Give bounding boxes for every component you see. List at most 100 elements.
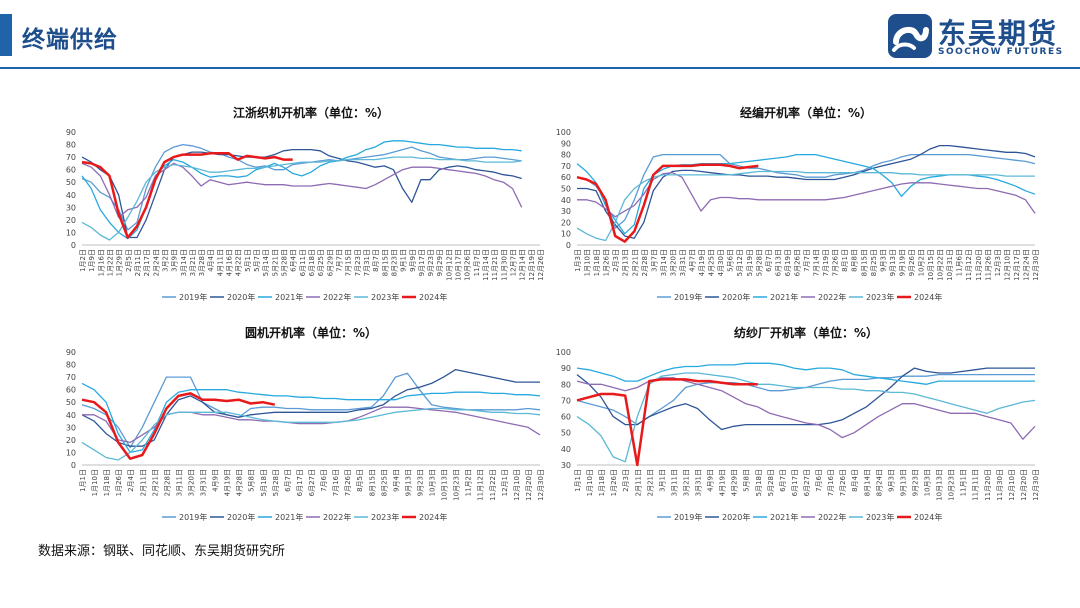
chart-title: 江浙织机开机率（单位：%） xyxy=(233,105,389,120)
x-tick-label: 3月14日 xyxy=(660,249,668,276)
x-tick-label: 2月3日 xyxy=(612,249,620,272)
x-tick-label: 7月31日 xyxy=(363,249,371,276)
x-tick-label: 11月30日 xyxy=(996,469,1004,501)
x-tick-label: 2月11日 xyxy=(134,249,142,276)
chart-title: 纺纱厂开机率（单位：%） xyxy=(734,325,878,340)
y-tick-label: 60 xyxy=(561,413,571,422)
x-tick-label: 9月13日 xyxy=(404,469,412,496)
x-tick-label: 2月11日 xyxy=(139,469,147,496)
x-tick-label: 3月31日 xyxy=(200,469,208,496)
legend-label: 2019年 xyxy=(674,512,702,522)
x-tick-label: 10月13日 xyxy=(441,469,449,501)
x-tick-label: 12月10日 xyxy=(513,469,521,501)
legend-label: 2024年 xyxy=(419,512,447,522)
x-tick-label: 5月8日 xyxy=(743,469,751,492)
x-tick-label: 4月22日 xyxy=(235,249,243,276)
x-tick-label: 7月6日 xyxy=(320,469,328,492)
y-tick-label: 70 xyxy=(66,153,76,162)
x-tick-label: 2月17日 xyxy=(143,249,151,276)
y-tick-label: 40 xyxy=(561,196,571,205)
x-tick-label: 9月4日 xyxy=(392,469,400,492)
chart-title: 经编开机率（单位：%） xyxy=(740,105,872,120)
x-tick-label: 1月16日 xyxy=(97,249,105,276)
series-line-2020年 xyxy=(577,144,1036,239)
x-tick-label: 6月7日 xyxy=(765,249,773,272)
x-tick-label: 12月20日 xyxy=(525,469,533,501)
y-tick-label: 50 xyxy=(66,178,76,187)
x-tick-label: 7月26日 xyxy=(839,469,847,496)
x-tick-label: 1月1日 xyxy=(574,469,582,492)
x-tick-label: 1月2日 xyxy=(79,249,87,272)
x-tick-label: 2月28日 xyxy=(641,249,649,276)
x-tick-label: 10月17日 xyxy=(455,249,463,281)
legend-label: 2019年 xyxy=(179,292,207,302)
x-tick-label: 6月11日 xyxy=(299,249,307,276)
x-tick-label: 2月5日 xyxy=(125,249,133,272)
x-tick-label: 4月7日 xyxy=(689,249,697,272)
legend-label: 2022年 xyxy=(818,512,846,522)
x-tick-label: 3月1日 xyxy=(658,469,666,492)
x-tick-label: 11月20日 xyxy=(975,249,983,281)
soochow-logo-icon xyxy=(888,14,932,58)
x-tick-label: 1月10日 xyxy=(91,469,99,496)
x-tick-label: 3月14日 xyxy=(180,249,188,276)
x-tick-label: 11月21日 xyxy=(491,249,499,281)
x-tick-label: 12月30日 xyxy=(537,469,545,501)
x-tick-label: 10月26日 xyxy=(464,249,472,281)
x-tick-label: 5月1日 xyxy=(244,249,252,272)
x-tick-label: 2月28日 xyxy=(163,469,171,496)
x-tick-label: 9月13日 xyxy=(899,469,907,496)
y-tick-label: 90 xyxy=(561,139,571,148)
x-tick-label: 3月7日 xyxy=(650,249,658,272)
x-tick-label: 2月21日 xyxy=(631,249,639,276)
x-tick-label: 11月1日 xyxy=(960,469,968,496)
x-tick-label: 11月6日 xyxy=(956,249,964,276)
series-line-2021年 xyxy=(81,382,541,454)
x-tick-label: 11月22日 xyxy=(489,469,497,501)
x-tick-label: 10月31日 xyxy=(946,249,954,281)
x-tick-label: 8月15日 xyxy=(860,249,868,276)
x-tick-label: 12月14日 xyxy=(519,249,527,281)
x-tick-label: 11月26日 xyxy=(984,249,992,281)
y-tick-label: 60 xyxy=(66,166,76,175)
header-accent-bar xyxy=(0,14,12,56)
x-tick-label: 7月19日 xyxy=(822,249,830,276)
series-line-2021年 xyxy=(576,153,1036,235)
y-tick-label: 90 xyxy=(66,348,76,357)
x-tick-label: 8月4日 xyxy=(851,469,859,492)
x-tick-label: 1月10日 xyxy=(584,249,592,276)
page-title: 终端供给 xyxy=(22,27,118,53)
x-tick-label: 3月20日 xyxy=(669,249,677,276)
y-tick-label: 70 xyxy=(561,396,571,405)
x-tick-label: 3月11日 xyxy=(670,469,678,496)
x-tick-label: 11月2日 xyxy=(465,469,473,496)
x-tick-label: 10月23日 xyxy=(453,469,461,501)
x-tick-label: 4月9日 xyxy=(212,469,220,492)
x-tick-label: 1月18日 xyxy=(103,469,111,496)
x-tick-label: 6月13日 xyxy=(774,249,782,276)
x-tick-label: 6月29日 xyxy=(326,249,334,276)
x-tick-label: 9月3日 xyxy=(887,469,895,492)
x-tick-label: 11月12日 xyxy=(965,249,973,281)
legend-label: 2019年 xyxy=(179,512,207,522)
series-line-2024年 xyxy=(576,163,759,243)
x-tick-label: 9月26日 xyxy=(908,249,916,276)
logo-english-name: SOOCHOW FUTURES xyxy=(938,47,1064,57)
x-tick-label: 7月6日 xyxy=(815,469,823,492)
x-tick-label: 4月30日 xyxy=(717,249,725,276)
y-tick-label: 20 xyxy=(66,216,76,225)
x-tick-label: 11月14日 xyxy=(482,249,490,281)
x-tick-label: 1月18日 xyxy=(593,249,601,276)
y-tick-label: 40 xyxy=(66,411,76,420)
x-tick-label: 7月7日 xyxy=(335,249,343,272)
series-line-2021年 xyxy=(81,140,522,240)
x-tick-label: 11月11日 xyxy=(972,469,980,501)
x-tick-label: 9月1日 xyxy=(400,249,408,272)
x-tick-label: 9月17日 xyxy=(418,249,426,276)
x-tick-label: 5月7日 xyxy=(253,249,261,272)
x-tick-label: 2月3日 xyxy=(622,469,630,492)
x-tick-label: 12月1日 xyxy=(501,469,509,496)
x-tick-label: 3月11日 xyxy=(175,469,183,496)
x-tick-label: 7月7日 xyxy=(803,249,811,272)
